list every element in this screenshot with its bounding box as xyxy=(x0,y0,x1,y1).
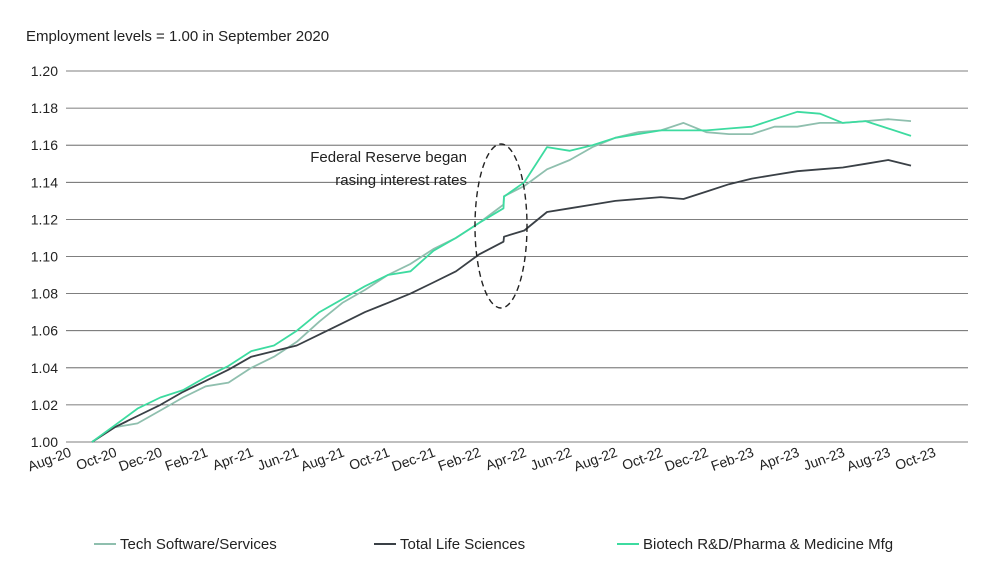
annotation-ellipse xyxy=(474,143,528,309)
legend-item-total-life-sciences: Total Life Sciences xyxy=(374,536,525,553)
x-tick-label: Oct-23 xyxy=(893,444,938,473)
annotation-line-1: Federal Reserve began xyxy=(310,149,467,166)
y-tick-label: 1.04 xyxy=(31,360,58,376)
y-tick-label: 1.18 xyxy=(31,100,58,116)
x-tick-label: Feb-23 xyxy=(709,444,756,474)
y-axis-ticks: 1.00 1.02 1.04 1.06 1.08 1.10 1.12 1.14 1.16 1.18… xyxy=(31,63,58,450)
x-tick-label: Aug-22 xyxy=(571,444,619,475)
x-tick-label: Dec-22 xyxy=(662,444,710,475)
x-tick-label: Apr-22 xyxy=(483,444,528,473)
y-tick-label: 1.12 xyxy=(31,211,58,227)
series-line-1 xyxy=(91,159,912,443)
x-tick-label: Apr-23 xyxy=(756,444,801,473)
x-tick-label: Feb-22 xyxy=(436,444,483,474)
legend-item-biotech: Biotech R&D/Pharma & Medicine Mfg xyxy=(617,536,893,553)
y-tick-label: 1.14 xyxy=(31,174,58,190)
y-tick-label: 1.10 xyxy=(31,249,58,265)
x-tick-label: Aug-23 xyxy=(844,444,892,475)
x-tick-label: Jun-23 xyxy=(801,444,847,474)
series-lines xyxy=(91,110,912,443)
x-tick-label: Oct-22 xyxy=(620,444,665,473)
legend-item-tech-software: Tech Software/Services xyxy=(94,536,277,553)
legend-label-tech-software: Tech Software/Services xyxy=(120,536,277,553)
y-tick-label: 1.00 xyxy=(31,434,58,450)
series-line-0 xyxy=(91,118,912,443)
y-tick-label: 1.02 xyxy=(31,397,58,413)
y-tick-label: 1.06 xyxy=(31,323,58,339)
annotation: Federal Reserve began rasing interest ra… xyxy=(310,143,528,309)
series-line-2 xyxy=(91,110,912,443)
x-tick-label: Jun-22 xyxy=(528,444,574,474)
annotation-line-2: rasing interest rates xyxy=(335,172,467,189)
x-tick-label: Dec-21 xyxy=(389,444,437,475)
x-tick-label: Oct-21 xyxy=(347,444,392,473)
y-tick-label: 1.08 xyxy=(31,286,58,302)
legend-label-biotech: Biotech R&D/Pharma & Medicine Mfg xyxy=(643,536,893,553)
x-tick-label: Dec-20 xyxy=(116,444,164,475)
legend: Tech Software/Services Total Life Scienc… xyxy=(94,536,893,553)
x-tick-label: Feb-21 xyxy=(163,444,210,474)
x-tick-label: Oct-20 xyxy=(74,444,119,473)
y-tick-label: 1.20 xyxy=(31,63,58,79)
gridlines xyxy=(66,70,968,443)
chart-subtitle: Employment levels = 1.00 in September 20… xyxy=(26,28,329,45)
x-tick-label: Apr-21 xyxy=(210,444,255,473)
legend-label-total-life-sciences: Total Life Sciences xyxy=(400,536,525,553)
x-tick-label: Jun-21 xyxy=(255,444,301,474)
x-tick-label: Aug-21 xyxy=(298,444,346,475)
y-tick-label: 1.16 xyxy=(31,137,58,153)
